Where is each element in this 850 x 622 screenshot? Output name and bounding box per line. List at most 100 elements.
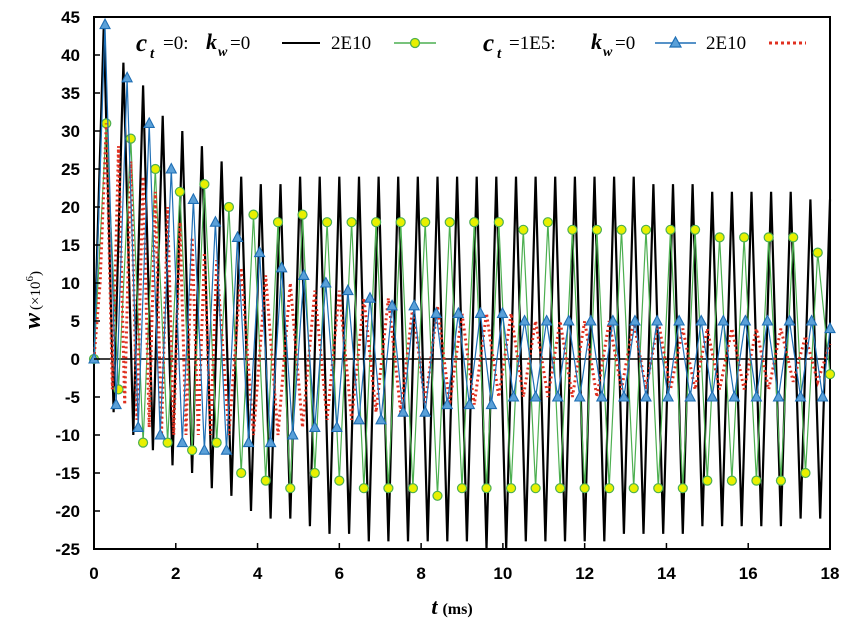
data-point (775, 475, 787, 486)
data-point (595, 390, 608, 402)
data-point (285, 483, 296, 494)
x-tick-label: 16 (739, 564, 758, 583)
y-tick-label: -25 (55, 540, 80, 559)
data-point (518, 224, 529, 235)
svg-text:t: t (150, 46, 155, 62)
series-2 (88, 17, 836, 455)
data-point (342, 283, 354, 296)
data-point (567, 224, 578, 235)
series-1 (88, 118, 836, 501)
data-point (330, 420, 343, 432)
svg-text:2E10: 2E10 (331, 33, 371, 54)
y-tick-label: 10 (61, 274, 80, 293)
data-point (231, 230, 244, 242)
data-point (750, 390, 763, 402)
data-point (358, 483, 369, 494)
data-point (353, 413, 365, 425)
data-point (485, 397, 498, 410)
data-point (584, 314, 597, 326)
data-point (824, 369, 836, 380)
data-point (640, 390, 652, 402)
data-point (739, 314, 752, 326)
data-point (125, 133, 136, 144)
data-point (264, 435, 277, 448)
data-point (321, 217, 333, 228)
data-point (717, 314, 730, 326)
data-point (788, 232, 799, 243)
data-point (187, 192, 200, 204)
svg-text:c: c (483, 30, 494, 57)
data-point (407, 483, 419, 494)
data-point (530, 483, 541, 494)
data-point (591, 224, 603, 235)
data-point (309, 467, 320, 479)
x-tick-label: 2 (171, 564, 180, 583)
data-point (165, 162, 178, 174)
data-point (441, 397, 454, 410)
y-tick-label: -10 (55, 426, 80, 445)
data-point (248, 209, 259, 220)
data-point (555, 483, 566, 494)
data-point (143, 116, 156, 128)
series-0 (92, 24, 832, 550)
data-point (481, 483, 492, 494)
y-tick-label: 40 (61, 46, 80, 65)
data-point (150, 163, 161, 175)
x-tick-label: 0 (89, 564, 98, 583)
data-point (604, 483, 615, 494)
data-point (174, 186, 185, 197)
data-point (408, 299, 421, 311)
svg-text:c: c (136, 30, 147, 57)
data-point (542, 217, 553, 228)
data-point (540, 314, 553, 326)
data-point (474, 306, 487, 318)
y-tick-label: 20 (61, 198, 80, 217)
data-point (334, 475, 345, 486)
data-point (211, 437, 222, 448)
y-tick-label: 5 (71, 312, 80, 331)
svg-text:k: k (591, 29, 602, 54)
data-point (824, 321, 836, 334)
x-tick-label: 6 (335, 564, 344, 583)
data-point (420, 217, 431, 228)
legend-marker-triangle (668, 35, 683, 48)
data-point (493, 217, 504, 228)
svg-text:k: k (206, 29, 217, 54)
data-point (469, 217, 480, 228)
data-point (260, 475, 271, 486)
data-point (751, 475, 762, 486)
data-point (714, 232, 725, 243)
data-point (618, 390, 630, 402)
data-point (689, 224, 701, 235)
x-axis-title: t (ms) (431, 594, 472, 619)
data-point (662, 390, 674, 402)
data-point (236, 467, 247, 479)
data-point (308, 420, 321, 432)
data-point (562, 314, 575, 326)
data-point (444, 217, 455, 228)
data-point (176, 435, 189, 448)
data-point (397, 405, 410, 417)
x-tick-label: 4 (253, 564, 263, 583)
data-point (199, 179, 210, 190)
x-tick-label: 12 (575, 564, 594, 583)
data-point (383, 483, 394, 494)
data-point (154, 428, 167, 440)
y-tick-label: 25 (61, 160, 80, 179)
data-point (505, 483, 517, 494)
y-tick-label: 35 (61, 84, 80, 103)
data-point (110, 397, 122, 410)
data-point (346, 217, 357, 228)
data-point (275, 261, 288, 273)
data-point (728, 390, 741, 402)
y-tick-label: 15 (61, 236, 80, 255)
legend-group-2: c t =1E5: k w =0 2E10 (483, 29, 806, 62)
data-point (496, 306, 509, 318)
data-point (761, 314, 774, 326)
y-tick-label: -15 (55, 464, 80, 483)
data-point (242, 435, 255, 448)
data-point (375, 413, 387, 425)
data-point (386, 299, 398, 311)
data-point (726, 475, 737, 486)
